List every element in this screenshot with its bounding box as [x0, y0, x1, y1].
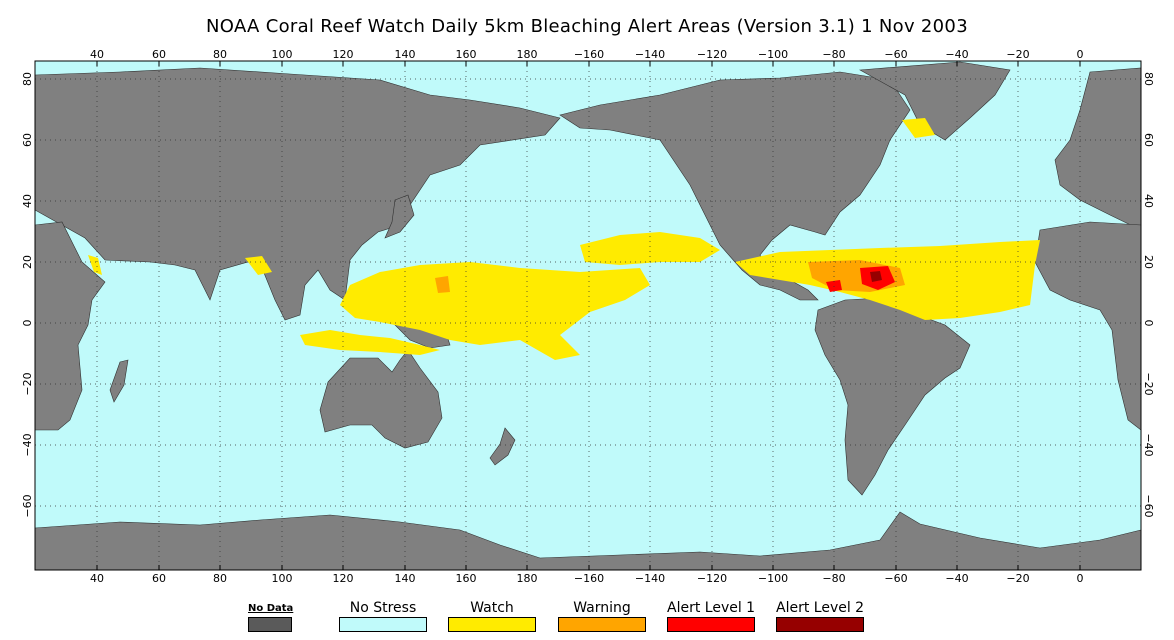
watch-area-north-pacific: [580, 232, 720, 265]
watch-area-north-atlantic: [902, 118, 935, 138]
map-title: NOAA Coral Reef Watch Daily 5km Bleachin…: [206, 16, 968, 37]
land-madagascar: [109, 359, 129, 403]
lon-label: 160: [456, 48, 477, 61]
lon-label: 120: [333, 48, 354, 61]
legend-swatch: [339, 617, 427, 632]
lon-label: −40: [945, 572, 968, 585]
lon-label: −80: [822, 572, 845, 585]
land-africa-west: [1034, 221, 1142, 431]
lat-label: 40: [1142, 194, 1155, 208]
lon-label: −140: [635, 572, 665, 585]
land-japan: [384, 194, 415, 239]
lon-label: −140: [635, 48, 665, 61]
lat-label: 80: [21, 72, 34, 86]
lat-label: −20: [21, 372, 34, 395]
lat-label: 60: [21, 133, 34, 147]
land-north-america: [559, 71, 911, 301]
legend-swatch: [667, 617, 755, 632]
legend-label: Alert Level 2: [776, 600, 865, 616]
lon-label: 100: [272, 572, 293, 585]
lon-label: −120: [697, 572, 727, 585]
land-greenland: [858, 61, 1011, 141]
lat-label: 20: [1142, 255, 1155, 269]
lon-label: 0: [1077, 572, 1084, 585]
legend-item-no-data: No Data: [248, 600, 294, 632]
lon-label: −160: [574, 572, 604, 585]
tick-marks: [96, 61, 1081, 570]
legend-swatch: [776, 617, 864, 632]
lon-label: 40: [90, 572, 104, 585]
alert-areas: [88, 118, 1040, 360]
lon-label: 140: [395, 572, 416, 585]
legend-item-alert-level-1: Alert Level 1: [667, 600, 755, 632]
lat-label: −20: [1142, 372, 1155, 395]
lon-label: 180: [517, 48, 538, 61]
lon-label: −160: [574, 48, 604, 61]
lon-label: 160: [456, 572, 477, 585]
lat-labels-right: 80 60 40 20 0 −20 −40 −60: [1142, 72, 1155, 518]
lon-label: −100: [758, 572, 788, 585]
watch-area-maritime-continent: [300, 330, 440, 355]
lon-label: −40: [945, 48, 968, 61]
land-eurasia: [34, 67, 561, 321]
legend-swatch: [448, 617, 536, 632]
lon-label: −100: [758, 48, 788, 61]
legend-swatch: [558, 617, 646, 632]
lon-labels-top: 40 60 80 100 120 140 160 180 −160 −140 −…: [90, 48, 1084, 61]
alert2-area-caribbean: [870, 271, 882, 282]
legend-item-warning: Warning: [558, 600, 646, 632]
lon-label: 140: [395, 48, 416, 61]
lon-label: 100: [272, 48, 293, 61]
land-africa: [34, 221, 106, 431]
watch-area-bay-of-bengal: [245, 256, 272, 275]
legend-label: No Stress: [349, 600, 417, 616]
land-antarctica: [34, 511, 1142, 571]
legend-item-watch: Watch: [448, 600, 536, 632]
lon-label: 120: [333, 572, 354, 585]
lon-label: 80: [213, 48, 227, 61]
lon-label: −20: [1006, 572, 1029, 585]
lat-label: −40: [21, 433, 34, 456]
legend-swatch: [248, 617, 292, 632]
lon-label: 40: [90, 48, 104, 61]
lon-label: 80: [213, 572, 227, 585]
lon-label: −20: [1006, 48, 1029, 61]
lat-label: 20: [21, 255, 34, 269]
watch-area-red-sea: [88, 255, 102, 275]
legend-item-alert-level-2: Alert Level 2: [776, 600, 864, 632]
lat-label: −60: [1142, 494, 1155, 517]
lon-label: −80: [822, 48, 845, 61]
lon-label: 0: [1077, 48, 1084, 61]
lat-labels-left: 80 60 40 20 0 −20 −40 −60: [21, 72, 34, 518]
legend-item-no-stress: No Stress: [339, 600, 427, 632]
lat-label: 60: [1142, 133, 1155, 147]
legend-label: Warning: [573, 600, 631, 616]
lon-label: 180: [517, 572, 538, 585]
lon-label: 60: [152, 48, 166, 61]
lat-label: 40: [21, 194, 34, 208]
legend-label: Watch: [470, 600, 514, 616]
lat-label: −40: [1142, 433, 1155, 456]
lat-label: −60: [21, 494, 34, 517]
lon-label: −60: [884, 48, 907, 61]
lat-label: 0: [1142, 320, 1155, 327]
lat-label: 0: [21, 320, 34, 327]
lon-label: 60: [152, 572, 166, 585]
lat-label: 80: [1142, 72, 1155, 86]
legend-label: Alert Level 1: [667, 600, 756, 616]
lon-labels-bottom: 40 60 80 100 120 140 160 180 −160 −140 −…: [90, 572, 1084, 585]
legend-label: No Data: [248, 603, 294, 614]
land-masses: [34, 61, 1142, 571]
lon-label: −120: [697, 48, 727, 61]
warning-area-pacific: [435, 276, 450, 293]
lon-label: −60: [884, 572, 907, 585]
map-frame: [34, 60, 1142, 571]
land-australia: [319, 349, 443, 449]
land-new-zealand: [489, 427, 516, 466]
watch-area-central-pacific: [340, 262, 650, 360]
